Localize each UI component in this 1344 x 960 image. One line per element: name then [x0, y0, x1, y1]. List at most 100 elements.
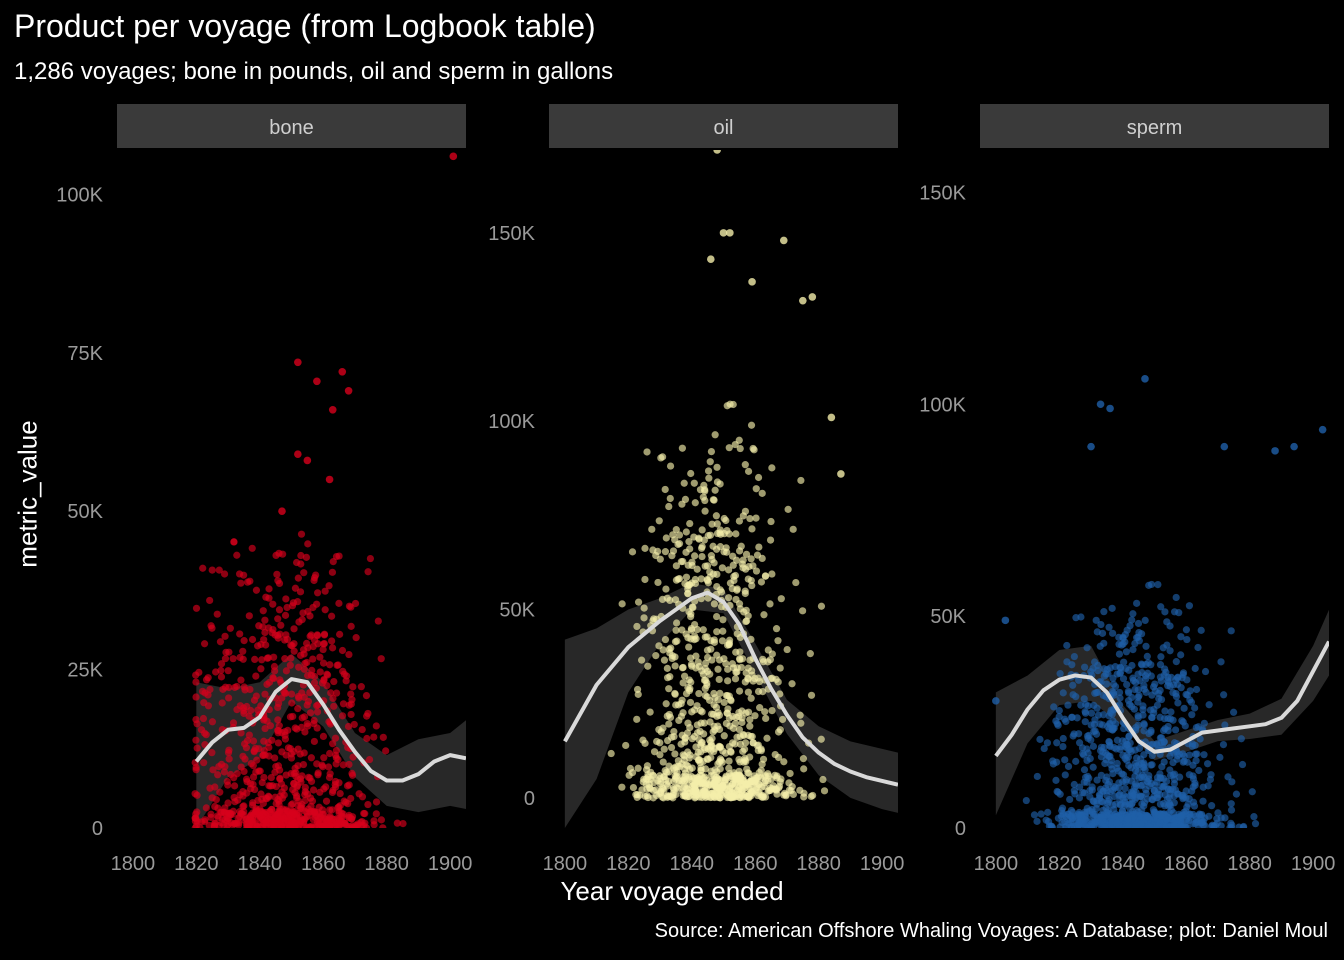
data-point	[1230, 708, 1238, 716]
data-point	[661, 485, 669, 494]
data-point-outlier	[827, 413, 836, 422]
data-point	[335, 599, 343, 607]
data-point	[706, 568, 714, 576]
data-point	[347, 603, 355, 611]
data-point	[1163, 815, 1171, 824]
data-point	[718, 637, 727, 645]
data-point	[731, 775, 739, 784]
data-point	[230, 782, 239, 790]
y-tick-label: 75K	[67, 343, 103, 365]
data-point	[702, 659, 710, 667]
x-tick-label: 1900	[1291, 853, 1336, 875]
data-point	[677, 712, 686, 720]
data-point	[208, 718, 217, 726]
data-point	[274, 716, 282, 724]
data-point	[776, 664, 784, 672]
data-point	[281, 655, 289, 663]
data-point	[320, 754, 328, 762]
data-point	[735, 600, 744, 608]
data-point	[666, 649, 674, 657]
data-point	[1179, 669, 1188, 677]
data-point	[1180, 704, 1188, 712]
data-point	[780, 758, 788, 766]
data-point	[1151, 680, 1159, 688]
data-point-outlier	[992, 697, 1000, 705]
data-point	[741, 587, 749, 595]
data-point	[256, 767, 264, 775]
data-point	[266, 808, 274, 816]
data-point	[1161, 824, 1169, 828]
data-point	[695, 736, 703, 744]
data-point	[296, 588, 305, 596]
data-point	[269, 674, 278, 683]
data-point	[800, 765, 808, 773]
data-point	[264, 654, 272, 662]
data-point-outlier	[1141, 375, 1149, 383]
data-point	[222, 648, 230, 656]
data-point	[224, 667, 232, 675]
data-point	[1110, 805, 1118, 814]
data-point	[671, 689, 679, 698]
data-point	[358, 817, 366, 826]
data-point	[819, 775, 827, 784]
data-point	[1105, 712, 1113, 720]
data-point	[290, 647, 298, 655]
data-point	[1116, 694, 1124, 702]
data-point	[282, 667, 290, 675]
data-point	[710, 559, 718, 567]
data-point	[274, 703, 282, 712]
data-point	[693, 565, 701, 573]
data-point	[323, 671, 332, 679]
data-point	[309, 786, 318, 794]
data-point	[1115, 688, 1124, 697]
data-point	[1022, 796, 1030, 805]
data-point	[1083, 756, 1091, 765]
data-point	[382, 747, 390, 755]
data-point	[1227, 806, 1236, 814]
data-point	[707, 637, 715, 645]
data-point	[1075, 821, 1083, 828]
data-point	[1139, 706, 1147, 714]
data-point	[646, 785, 654, 793]
data-point	[307, 754, 315, 762]
data-point	[218, 699, 226, 707]
data-point	[716, 689, 724, 697]
data-point	[809, 791, 817, 800]
data-point	[331, 734, 340, 742]
data-point	[225, 683, 233, 692]
data-point	[216, 788, 224, 796]
facet-strip-sperm	[980, 104, 1329, 148]
data-point	[724, 665, 732, 673]
x-tick-label: 1820	[606, 853, 651, 875]
data-point	[777, 595, 785, 603]
data-point	[662, 534, 670, 542]
data-point	[306, 808, 314, 816]
data-point	[1106, 787, 1115, 795]
data-point	[333, 661, 341, 669]
data-point	[1177, 633, 1185, 641]
data-point	[1049, 757, 1057, 765]
data-point	[243, 737, 252, 745]
data-point	[1126, 792, 1134, 800]
data-point	[1061, 771, 1069, 779]
data-point	[1179, 758, 1187, 766]
data-point	[759, 655, 767, 663]
data-point	[698, 552, 706, 561]
facet-strip-label: sperm	[1127, 117, 1183, 139]
data-point	[1105, 778, 1114, 786]
data-point	[1109, 726, 1117, 734]
data-point	[747, 555, 755, 563]
data-point	[664, 674, 672, 682]
data-point	[720, 514, 728, 523]
data-point	[707, 447, 716, 456]
data-point	[257, 702, 265, 710]
data-point	[723, 709, 731, 717]
data-point	[278, 729, 286, 737]
data-point	[1044, 808, 1052, 816]
data-point	[1064, 701, 1072, 709]
data-point	[1101, 823, 1109, 828]
data-point	[817, 735, 825, 743]
x-tick-label: 1800	[543, 853, 588, 875]
data-point	[665, 710, 673, 719]
data-point	[272, 782, 280, 791]
